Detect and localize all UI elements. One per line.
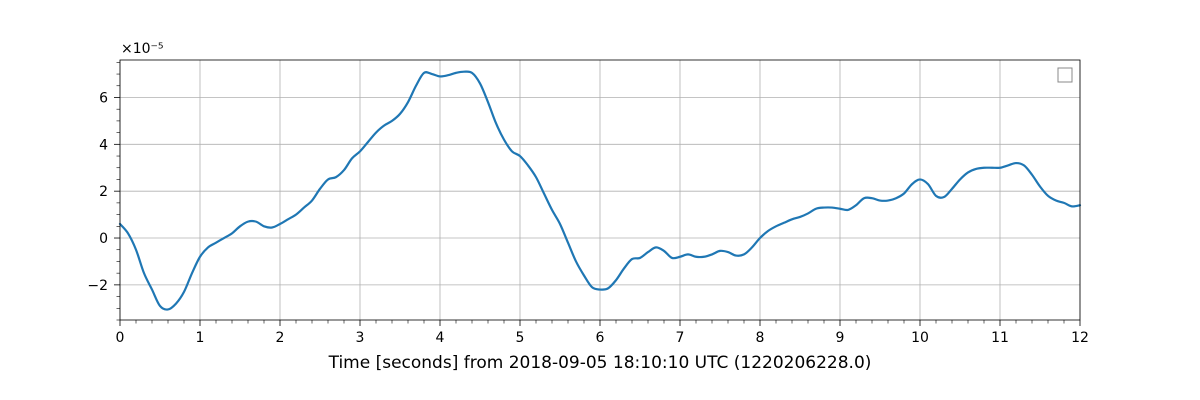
y-tick-label: −2 — [87, 278, 108, 294]
y-offset-label: ×10⁻⁵ — [121, 41, 164, 57]
x-tick-label: 5 — [516, 330, 525, 346]
x-tick-label: 10 — [911, 330, 929, 346]
x-tick-label: 6 — [596, 330, 605, 346]
x-tick-label: 0 — [116, 330, 125, 346]
y-tick-label: 6 — [99, 90, 108, 106]
y-tick-label: 4 — [99, 137, 108, 153]
x-tick-label: 1 — [196, 330, 205, 346]
x-tick-label: 12 — [1071, 330, 1089, 346]
x-tick-label: 2 — [276, 330, 285, 346]
x-tick-label: 3 — [356, 330, 365, 346]
y-tick-label: 0 — [99, 231, 108, 247]
series-line — [118, 70, 1082, 311]
y-tick-label: 2 — [99, 184, 108, 200]
x-tick-label: 8 — [756, 330, 765, 346]
x-tick-label: 4 — [436, 330, 445, 346]
grid-lines — [119, 60, 1081, 320]
series-layer — [118, 70, 1082, 311]
ticks-layer — [114, 62, 1081, 326]
legend-box — [1057, 67, 1073, 83]
x-tick-label: 7 — [676, 330, 685, 346]
x-tick-label: 11 — [991, 330, 1009, 346]
x-axis-label: Time [seconds] from 2018-09-05 18:10:10 … — [328, 353, 872, 373]
x-tick-label: 9 — [836, 330, 845, 346]
